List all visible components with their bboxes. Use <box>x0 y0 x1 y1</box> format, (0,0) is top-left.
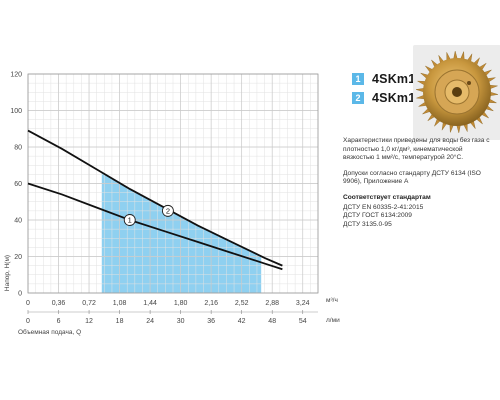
y-tick-label: 60 <box>14 181 22 188</box>
x-top-tick-label: 0,72 <box>82 300 96 307</box>
curve-label-circle-2 <box>161 204 174 217</box>
impeller-tooth <box>453 50 458 60</box>
x-top-tick-label: 2,16 <box>204 300 218 307</box>
x-bottom-tick-label: 42 <box>238 318 246 325</box>
standard-1: ДСТУ EN 60335-2-41:2015 <box>343 203 424 211</box>
y-tick-label: 80 <box>14 145 22 152</box>
standard-3: ДСТУ 3135.0-95 <box>343 220 392 228</box>
legend-num-2: 2 <box>352 91 364 104</box>
x-top-tick-label: 3,24 <box>296 300 310 307</box>
x-bottom-tick-label: 6 <box>57 318 61 325</box>
x-bottom-tick-label: 54 <box>299 318 307 325</box>
x-bottom-tick-label: 30 <box>177 318 185 325</box>
curve-label-2: 2 <box>166 206 170 215</box>
y-tick-label: 20 <box>14 254 22 261</box>
impeller-tooth <box>416 87 425 93</box>
impeller-icon <box>416 50 498 134</box>
x-top-tick-label: 1,80 <box>174 300 188 307</box>
x-top-tick-label: 1,08 <box>113 300 127 307</box>
x-top-tick-label: 0 <box>26 300 30 307</box>
y-tick-label: 120 <box>10 72 22 79</box>
series-line-1 <box>27 182 283 271</box>
x-bottom-tick-label: 18 <box>116 318 124 325</box>
x-bottom-tick-label: 12 <box>85 318 93 325</box>
curve-label-1: 1 <box>128 216 132 225</box>
impeller-tooth <box>489 91 498 97</box>
y-tick-label: 0 <box>18 291 22 298</box>
impeller-tooth <box>456 124 461 134</box>
curve-label-circle-1 <box>123 214 136 226</box>
impeller-image <box>413 45 500 140</box>
y-tick-label: 40 <box>14 218 22 225</box>
x-bottom-tick-label: 24 <box>146 318 154 325</box>
x-bottom-tick-label: 0 <box>26 318 30 325</box>
y-tick-label: 100 <box>10 108 22 115</box>
standards-title: Соответствует стандартам <box>343 193 431 201</box>
legend-num-1: 1 <box>352 72 364 85</box>
x-top-tick-label: 2,88 <box>265 300 279 307</box>
info-paragraph-2: Допуски согласно стандарту ДСТУ 6134 (IS… <box>343 169 481 186</box>
y-axis-title: Напор, Н(м) <box>4 255 11 291</box>
info-panel: Характеристики приведены для воды без га… <box>343 137 493 229</box>
info-paragraph-1: Характеристики приведены для воды без га… <box>343 137 490 162</box>
x-top-unit: м³/ч <box>326 297 338 304</box>
x-bottom-tick-label: 48 <box>268 318 276 325</box>
operating-range-fill <box>101 172 262 293</box>
x-bottom-unit: л/мин <box>326 317 340 324</box>
x-top-tick-label: 2,52 <box>235 300 249 307</box>
x-top-tick-label: 1,44 <box>143 300 157 307</box>
x-bottom-tick-label: 36 <box>207 318 215 325</box>
x-axis-title: Объемная подача, Q <box>18 328 81 336</box>
standard-2: ДСТУ ГОСТ 6134:2009 <box>343 212 412 220</box>
x-top-tick-label: 0,36 <box>52 300 66 307</box>
